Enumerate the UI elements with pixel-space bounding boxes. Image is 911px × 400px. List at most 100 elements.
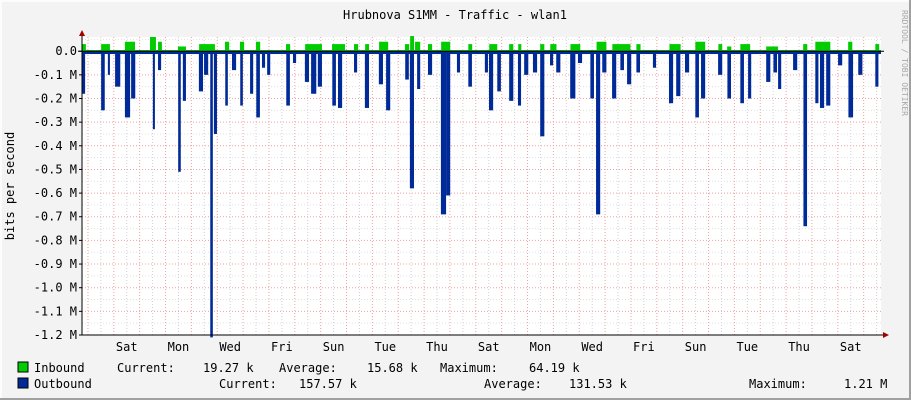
inbound-bar [410, 36, 415, 52]
legend-outbound-current: 157.57 k [299, 377, 358, 391]
inbound-bar [199, 44, 215, 52]
outbound-bar [556, 51, 561, 73]
outbound-bar [684, 51, 690, 73]
outbound-bar [82, 51, 86, 94]
outbound-bar [803, 51, 808, 227]
inbound-bar [540, 44, 545, 52]
outbound-bar [620, 51, 624, 71]
outbound-bar [182, 51, 186, 101]
outbound-bar [124, 51, 131, 118]
outbound-bar [718, 51, 723, 75]
inbound-bar [636, 44, 641, 52]
inbound-bar [256, 41, 261, 52]
inbound-bar [158, 41, 162, 52]
outbound-bar [267, 51, 271, 75]
y-tick-label: -0.8 M [34, 233, 77, 247]
x-tick-label: Sat [478, 340, 500, 354]
outbound-bar [378, 51, 383, 85]
inbound-bar [875, 44, 880, 52]
chart-title: Hrubnova S1MM - Traffic - wlan1 [343, 8, 567, 22]
legend-outbound-name: Outbound [34, 377, 92, 391]
outbound-bar [773, 51, 778, 73]
y-axis-arrow-icon [79, 30, 85, 36]
outbound-bar [497, 51, 501, 92]
outbound-bar [107, 51, 110, 75]
inbound-bar [101, 44, 110, 52]
inbound-baseline [82, 50, 881, 52]
x-tick-label: Wed [219, 340, 241, 354]
outbound-bar [405, 51, 409, 80]
outbound-bar [440, 51, 447, 215]
outbound-bar [848, 51, 854, 118]
outbound-bar [727, 51, 732, 99]
outbound-bar [204, 51, 209, 75]
inbound-bar [489, 44, 498, 52]
y-axis-label: bits per second [3, 132, 17, 240]
inbound-bar [740, 44, 751, 52]
inbound-bar [509, 44, 514, 52]
outbound-bar [524, 51, 529, 75]
inbound-bar [150, 37, 156, 52]
outbound-bar [178, 51, 181, 172]
inbound-bar [669, 44, 681, 52]
y-tick-label: -0.2 M [34, 91, 77, 105]
inbound-bar [379, 41, 389, 52]
outbound-bar [570, 51, 576, 99]
x-tick-label: Tue [374, 340, 396, 354]
outbound-bar [261, 51, 266, 68]
outbound-bar [766, 51, 771, 82]
legend-outbound-current-label: Current: [219, 377, 277, 391]
outbound-bar [612, 51, 617, 99]
outbound-bar [210, 51, 213, 338]
legend-outbound-average-label: Average: [484, 377, 542, 391]
legend-outbound-maximum-label: Maximum: [749, 377, 807, 391]
outbound-bar [231, 51, 237, 71]
outbound-bar [409, 51, 415, 189]
y-tick-label: -0.4 M [34, 139, 77, 153]
inbound-bar [518, 44, 522, 52]
inbound-bar [612, 44, 631, 52]
outbound-bar [386, 51, 391, 111]
x-tick-label: Mon [530, 340, 552, 354]
inbound-bar [848, 41, 853, 52]
inbound-bar [695, 41, 706, 52]
outbound-bar [793, 51, 798, 71]
outbound-bar [250, 51, 254, 94]
outbound-bar [550, 51, 554, 66]
legend-inbound-current-label: Current: [117, 361, 175, 375]
outbound-bar [256, 51, 260, 118]
outbound-bar [286, 51, 290, 106]
inbound-bar [441, 41, 451, 52]
inbound-bar [404, 44, 410, 52]
outbound-bar [158, 51, 162, 71]
outbound-bar [332, 51, 336, 106]
inbound-bar [286, 44, 291, 52]
outbound-bar [676, 51, 681, 97]
inbound-bar [354, 44, 359, 52]
y-tick-label: -0.1 M [34, 68, 77, 82]
y-tick-label: -0.9 M [34, 257, 77, 271]
outbound-bar [240, 51, 243, 106]
legend-swatch-inbound [17, 361, 29, 373]
outbound-bar [225, 51, 228, 106]
outbound-bar [596, 51, 601, 215]
x-tick-label: Sun [685, 340, 707, 354]
outbound-bar [819, 51, 825, 108]
outbound-bar [590, 51, 594, 99]
outbound-bar [311, 51, 317, 94]
x-tick-label: Fri [633, 340, 655, 354]
outbound-bar [740, 51, 744, 104]
outbound-bar [540, 51, 545, 137]
inbound-bar [332, 44, 345, 52]
inbound-bar [82, 44, 86, 52]
outbound-bar [304, 51, 310, 82]
outbound-bar [858, 51, 863, 75]
outbound-bar [115, 51, 121, 87]
x-tick-label: Sat [840, 340, 862, 354]
outbound-bar [875, 51, 879, 87]
outbound-bar [152, 51, 155, 130]
outbound-bar [484, 51, 488, 73]
outbound-bar [337, 51, 343, 108]
